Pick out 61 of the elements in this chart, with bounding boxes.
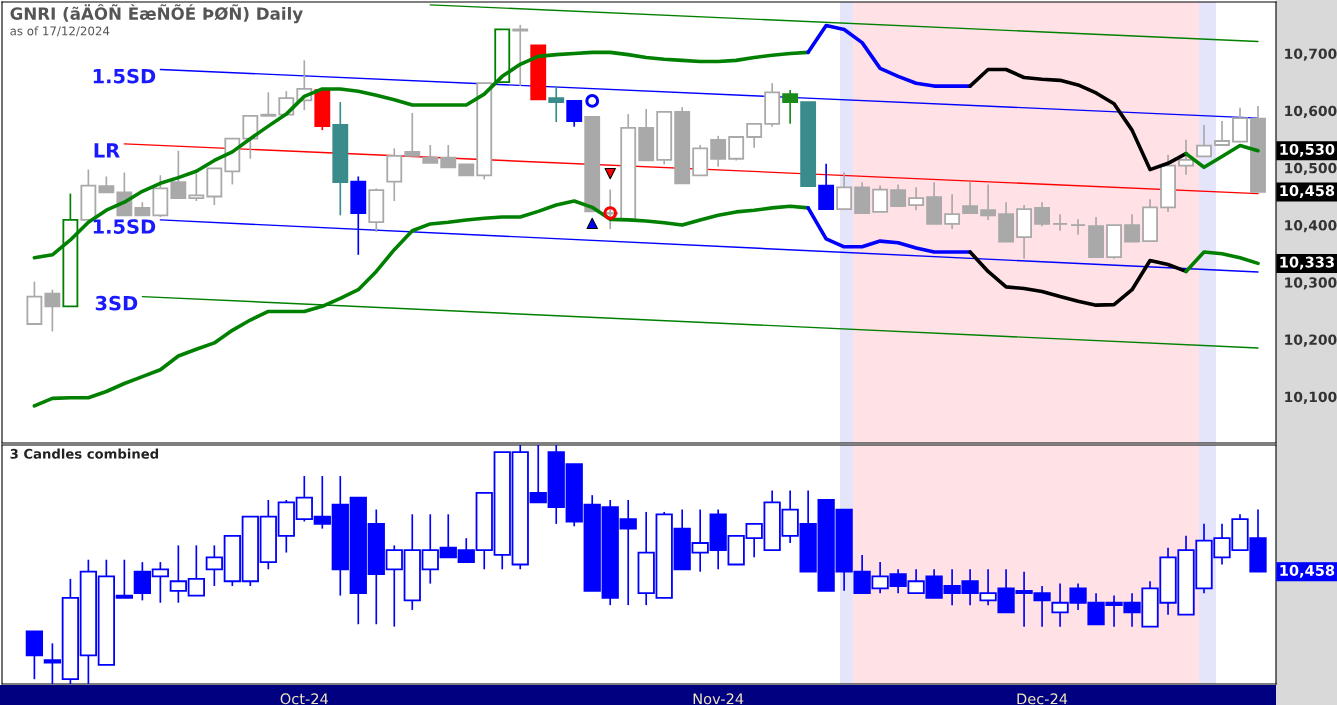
y-tick-label: 10,200 bbox=[1285, 334, 1337, 347]
x-tick-label: Oct-24 bbox=[280, 693, 328, 705]
y-tick-label: 10,400 bbox=[1285, 220, 1337, 233]
point bbox=[585, 94, 600, 108]
chart-title: GNRI (ãÄÔÑ ÈæÑÕÉ ÞØÑ) Daily bbox=[10, 4, 303, 24]
candlestick bbox=[980, 183, 997, 221]
candlestick bbox=[25, 630, 44, 681]
candlestick bbox=[1214, 120, 1230, 146]
y-tick-label: 10,500 bbox=[1285, 162, 1337, 176]
candlestick bbox=[548, 85, 565, 123]
text: as of 17/12/2024 bbox=[10, 26, 110, 37]
line-series bbox=[1184, 143, 1260, 170]
candlestick bbox=[818, 163, 835, 210]
candlestick bbox=[710, 135, 727, 168]
candlestick bbox=[890, 183, 907, 208]
y-tick-label: 10,300 bbox=[1285, 277, 1337, 290]
candlestick bbox=[1196, 124, 1212, 158]
candlestick bbox=[782, 89, 799, 125]
candlestick bbox=[1052, 213, 1068, 232]
candlestick bbox=[1124, 213, 1140, 243]
annotation: 1.5SD bbox=[93, 68, 156, 84]
chart-title: 3 Candles combined bbox=[10, 448, 159, 459]
candlestick bbox=[44, 288, 61, 333]
line-series bbox=[968, 67, 1188, 172]
x-tick-label: Nov-24 bbox=[693, 693, 744, 705]
annotation: LR bbox=[94, 143, 120, 158]
candlestick bbox=[836, 171, 853, 210]
candlestick bbox=[1034, 201, 1050, 228]
candlestick bbox=[1070, 218, 1086, 236]
annotation: 3SD bbox=[95, 295, 138, 311]
candlestick bbox=[404, 112, 421, 157]
candlestick bbox=[512, 24, 529, 87]
candlestick bbox=[242, 114, 259, 160]
candlestick bbox=[962, 180, 979, 214]
candlestick bbox=[566, 100, 583, 128]
y-tick-label: 10,600 bbox=[1285, 105, 1337, 118]
line-series bbox=[968, 250, 1188, 307]
line-series bbox=[806, 206, 972, 254]
point bbox=[604, 167, 616, 180]
y-tick-label: 10,700 bbox=[1285, 48, 1337, 61]
text: 10,333 bbox=[1280, 256, 1334, 270]
x-tick-label: Dec-24 bbox=[1017, 693, 1068, 705]
candlestick bbox=[944, 193, 961, 230]
candlestick bbox=[170, 149, 187, 200]
point bbox=[586, 217, 598, 230]
annotation: 1.5SD bbox=[93, 219, 156, 234]
point bbox=[603, 206, 618, 220]
text: 10,458 bbox=[1280, 564, 1335, 578]
candlestick bbox=[188, 172, 205, 202]
y-tick-label: 10,100 bbox=[1285, 391, 1337, 404]
text: 10,530 bbox=[1280, 143, 1335, 157]
candlestick bbox=[260, 91, 277, 117]
line-series bbox=[806, 23, 972, 88]
line-series bbox=[1184, 250, 1260, 274]
candlestick bbox=[1232, 106, 1248, 143]
candlestick bbox=[908, 186, 925, 212]
candlestick bbox=[1178, 139, 1194, 176]
candlestick bbox=[746, 122, 763, 149]
candlestick bbox=[440, 144, 457, 169]
candlestick bbox=[872, 184, 889, 213]
text: 10,458 bbox=[1280, 185, 1335, 198]
